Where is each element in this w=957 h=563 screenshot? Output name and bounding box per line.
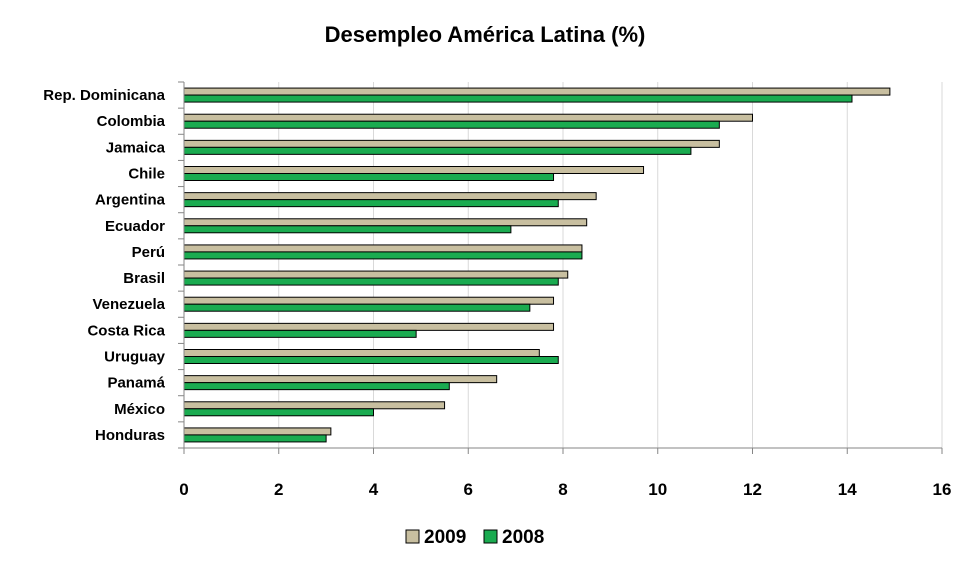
category-label: Chile — [128, 166, 165, 183]
x-tick-label: 0 — [179, 480, 188, 499]
x-tick-label: 12 — [743, 480, 762, 499]
bar-2009-5 — [183, 192, 597, 201]
category-label: Costa Rica — [87, 322, 165, 339]
category-label: Uruguay — [104, 349, 166, 366]
x-tick-label: 2 — [274, 480, 283, 499]
bar-2009-7 — [183, 244, 583, 253]
legend-swatch-2009 — [405, 529, 420, 544]
bar-2008-10 — [183, 329, 417, 338]
x-tick-labels: 0 2 4 6 8 10 12 14 16 — [179, 480, 951, 499]
category-label: Colombia — [97, 113, 166, 130]
bar-2008-2 — [183, 120, 720, 129]
bar-2009-8 — [183, 270, 569, 279]
grid-lines — [278, 82, 943, 448]
legend-swatch-2008 — [483, 529, 498, 544]
category-label: Honduras — [95, 427, 165, 444]
x-tick-label: 14 — [838, 480, 857, 499]
chart-title: Desempleo América Latina (%) — [325, 22, 646, 47]
bar-2008-5 — [183, 199, 559, 208]
category-label: México — [114, 401, 165, 418]
bar-2008-12 — [183, 382, 450, 391]
category-label: Jamaica — [106, 139, 166, 156]
category-label: Rep. Dominicana — [43, 87, 165, 104]
bar-2008-8 — [183, 277, 559, 286]
category-label: Venezuela — [92, 296, 165, 313]
bar-2008-3 — [183, 146, 692, 155]
bars — [183, 87, 891, 443]
x-tick-label: 8 — [558, 480, 567, 499]
x-tick-label: 6 — [464, 480, 473, 499]
bar-2008-9 — [183, 303, 531, 312]
bar-2008-11 — [183, 356, 559, 364]
legend: 2009 2008 — [405, 527, 544, 548]
bar-2009-9 — [183, 296, 555, 305]
bar-2009-10 — [183, 322, 555, 331]
x-tick-label: 10 — [648, 480, 667, 499]
bar-2009-4 — [183, 166, 645, 174]
bar-2008-6 — [183, 225, 512, 234]
category-label: Panamá — [107, 375, 165, 392]
category-label: Brasil — [123, 270, 165, 287]
bar-2009-2 — [183, 113, 753, 122]
legend-label-2008: 2008 — [502, 527, 544, 548]
bar-2009-6 — [183, 218, 588, 227]
bar-2009-3 — [183, 139, 720, 148]
bar-2009-1 — [183, 87, 891, 96]
bar-2009-13 — [183, 401, 446, 410]
category-labels: Rep. Dominicana Colombia Jamaica Chile Argen… — [43, 87, 165, 444]
bar-2009-12 — [183, 375, 498, 384]
bar-2008-13 — [183, 408, 374, 417]
bar-2009-11 — [183, 349, 540, 357]
bar-2008-4 — [183, 173, 555, 181]
category-label: Perú — [132, 244, 165, 261]
bar-2008-14 — [183, 434, 327, 443]
bar-2008-1 — [183, 94, 853, 103]
bar-2008-7 — [183, 251, 583, 260]
bar-2009-14 — [183, 427, 332, 436]
category-label: Ecuador — [105, 218, 165, 235]
x-tick-label: 4 — [369, 480, 379, 499]
legend-label-2009: 2009 — [424, 527, 466, 548]
axes — [178, 81, 943, 454]
x-tick-label: 16 — [933, 480, 952, 499]
category-label: Argentina — [95, 192, 166, 209]
